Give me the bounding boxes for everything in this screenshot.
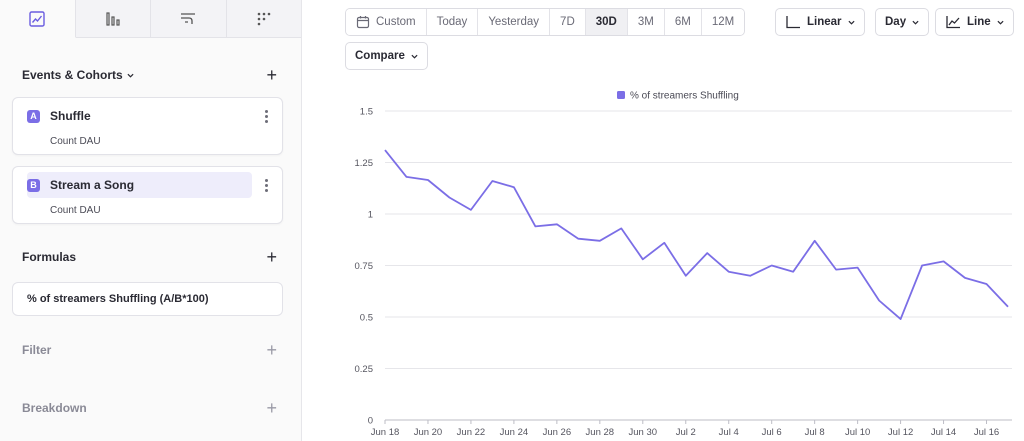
legend-label: % of streamers Shuffling bbox=[630, 91, 739, 102]
breakdown-title: Breakdown bbox=[22, 401, 87, 415]
breakdown-section-header: Breakdown + bbox=[22, 399, 277, 417]
custom-label: Custom bbox=[376, 16, 416, 28]
event-measure[interactable]: Count DAU bbox=[50, 136, 101, 147]
filter-title: Filter bbox=[22, 343, 52, 357]
main-panel: Custom Today Yesterday 7D 30D 3M 6M 12M … bbox=[303, 0, 1024, 441]
custom-range-button[interactable]: Custom bbox=[346, 9, 427, 35]
grid-dots-icon bbox=[257, 12, 271, 25]
x-tick-label: Jul 4 bbox=[719, 427, 739, 438]
x-tick-label: Jun 24 bbox=[500, 427, 529, 438]
x-tick-label: Jul 2 bbox=[676, 427, 696, 438]
line-chart-icon bbox=[29, 10, 45, 27]
chevron-down-icon bbox=[912, 20, 919, 25]
events-section-header: Events & Cohorts + bbox=[22, 66, 277, 84]
x-tick-label: Jun 20 bbox=[414, 427, 443, 438]
x-tick-label: Jul 8 bbox=[805, 427, 825, 438]
add-filter-button[interactable]: + bbox=[266, 340, 277, 360]
x-tick-label: Jul 12 bbox=[888, 427, 913, 438]
x-tick-label: Jul 10 bbox=[845, 427, 870, 438]
x-tick-label: Jun 22 bbox=[457, 427, 486, 438]
flows-icon bbox=[181, 12, 196, 24]
axis-icon bbox=[786, 16, 800, 29]
date-range-selector: Custom Today Yesterday 7D 30D 3M 6M 12M bbox=[345, 8, 746, 36]
event-menu-icon[interactable] bbox=[258, 109, 274, 123]
chart-canvas: % of streamers Shuffling 0 0.25 0.5 0.75 1 1.2… bbox=[355, 91, 1012, 438]
x-tick-label: Jun 30 bbox=[629, 427, 658, 438]
scale-label: Linear bbox=[807, 16, 842, 28]
series-line bbox=[384, 149, 1009, 321]
y-tick-label: 1 bbox=[368, 210, 373, 221]
chevron-down-icon bbox=[997, 20, 1004, 25]
line-chart: % of streamers Shuffling 0 0.25 0.5 0.75 1 1.2… bbox=[303, 80, 1024, 441]
interval-dropdown[interactable]: Day bbox=[875, 8, 930, 36]
range-7d-button[interactable]: 7D bbox=[550, 9, 586, 35]
events-title-label: Events & Cohorts bbox=[22, 68, 123, 82]
tab-flows[interactable] bbox=[151, 0, 227, 37]
event-card-a[interactable]: A Shuffle Count DAU bbox=[12, 97, 283, 155]
tab-retention[interactable] bbox=[226, 0, 301, 37]
compare-label: Compare bbox=[355, 50, 405, 62]
y-tick-label: 0.5 bbox=[360, 313, 373, 324]
event-letter-badge: B bbox=[27, 178, 40, 192]
x-tick-label: Jul 14 bbox=[931, 427, 956, 438]
formulas-section-header: Formulas + bbox=[22, 248, 277, 266]
compare-dropdown[interactable]: Compare bbox=[345, 42, 428, 70]
interval-label: Day bbox=[885, 16, 907, 28]
bar-chart-icon bbox=[106, 11, 120, 26]
add-breakdown-button[interactable]: + bbox=[266, 398, 277, 418]
filter-section-header: Filter + bbox=[22, 341, 277, 359]
y-tick-label: 0.25 bbox=[355, 364, 374, 375]
report-type-tabs bbox=[0, 0, 301, 38]
x-tick-label: Jun 18 bbox=[371, 427, 400, 438]
x-tick-label: Jun 26 bbox=[543, 427, 572, 438]
chart-type-dropdown[interactable]: Line bbox=[935, 8, 1014, 36]
formulas-title: Formulas bbox=[22, 250, 77, 264]
tab-funnels[interactable] bbox=[75, 0, 151, 37]
event-card-b[interactable]: B Stream a Song Count DAU bbox=[12, 166, 283, 224]
x-tick-label: Jul 16 bbox=[974, 427, 999, 438]
legend-swatch bbox=[617, 91, 625, 99]
x-tick-label: Jul 6 bbox=[762, 427, 782, 438]
range-yesterday-button[interactable]: Yesterday bbox=[478, 9, 551, 35]
event-measure[interactable]: Count DAU bbox=[50, 205, 101, 216]
y-tick-label: 1.25 bbox=[355, 158, 374, 169]
x-tick-label: Jun 28 bbox=[586, 427, 615, 438]
range-3m-button[interactable]: 3M bbox=[627, 9, 665, 35]
event-name[interactable]: Stream a Song bbox=[50, 178, 135, 192]
chevron-down-icon bbox=[411, 54, 418, 59]
chevron-down-icon bbox=[127, 73, 134, 78]
range-today-button[interactable]: Today bbox=[426, 9, 479, 35]
add-formula-button[interactable]: + bbox=[266, 247, 277, 267]
range-12m-button[interactable]: 12M bbox=[701, 9, 745, 35]
calendar-icon bbox=[356, 16, 370, 29]
tab-insights[interactable] bbox=[0, 0, 76, 38]
event-name[interactable]: Shuffle bbox=[50, 109, 91, 123]
event-menu-icon[interactable] bbox=[258, 178, 274, 192]
events-section-title[interactable]: Events & Cohorts bbox=[22, 68, 134, 82]
chart-type-label: Line bbox=[967, 16, 991, 28]
y-tick-label: 0 bbox=[368, 416, 373, 427]
line-chart-icon bbox=[946, 16, 960, 29]
sidebar: Events & Cohorts + A Shuffle Count DAU B… bbox=[0, 0, 302, 441]
range-30d-button[interactable]: 30D bbox=[585, 9, 628, 35]
add-event-button[interactable]: + bbox=[266, 65, 277, 85]
scale-dropdown[interactable]: Linear bbox=[775, 8, 865, 36]
y-tick-label: 1.5 bbox=[360, 107, 373, 118]
range-6m-button[interactable]: 6M bbox=[664, 9, 702, 35]
event-letter-badge: A bbox=[27, 109, 40, 123]
chevron-down-icon bbox=[847, 20, 855, 25]
formula-card[interactable]: % of streamers Shuffling (A/B*100) bbox=[12, 282, 283, 316]
y-tick-label: 0.75 bbox=[355, 261, 374, 272]
